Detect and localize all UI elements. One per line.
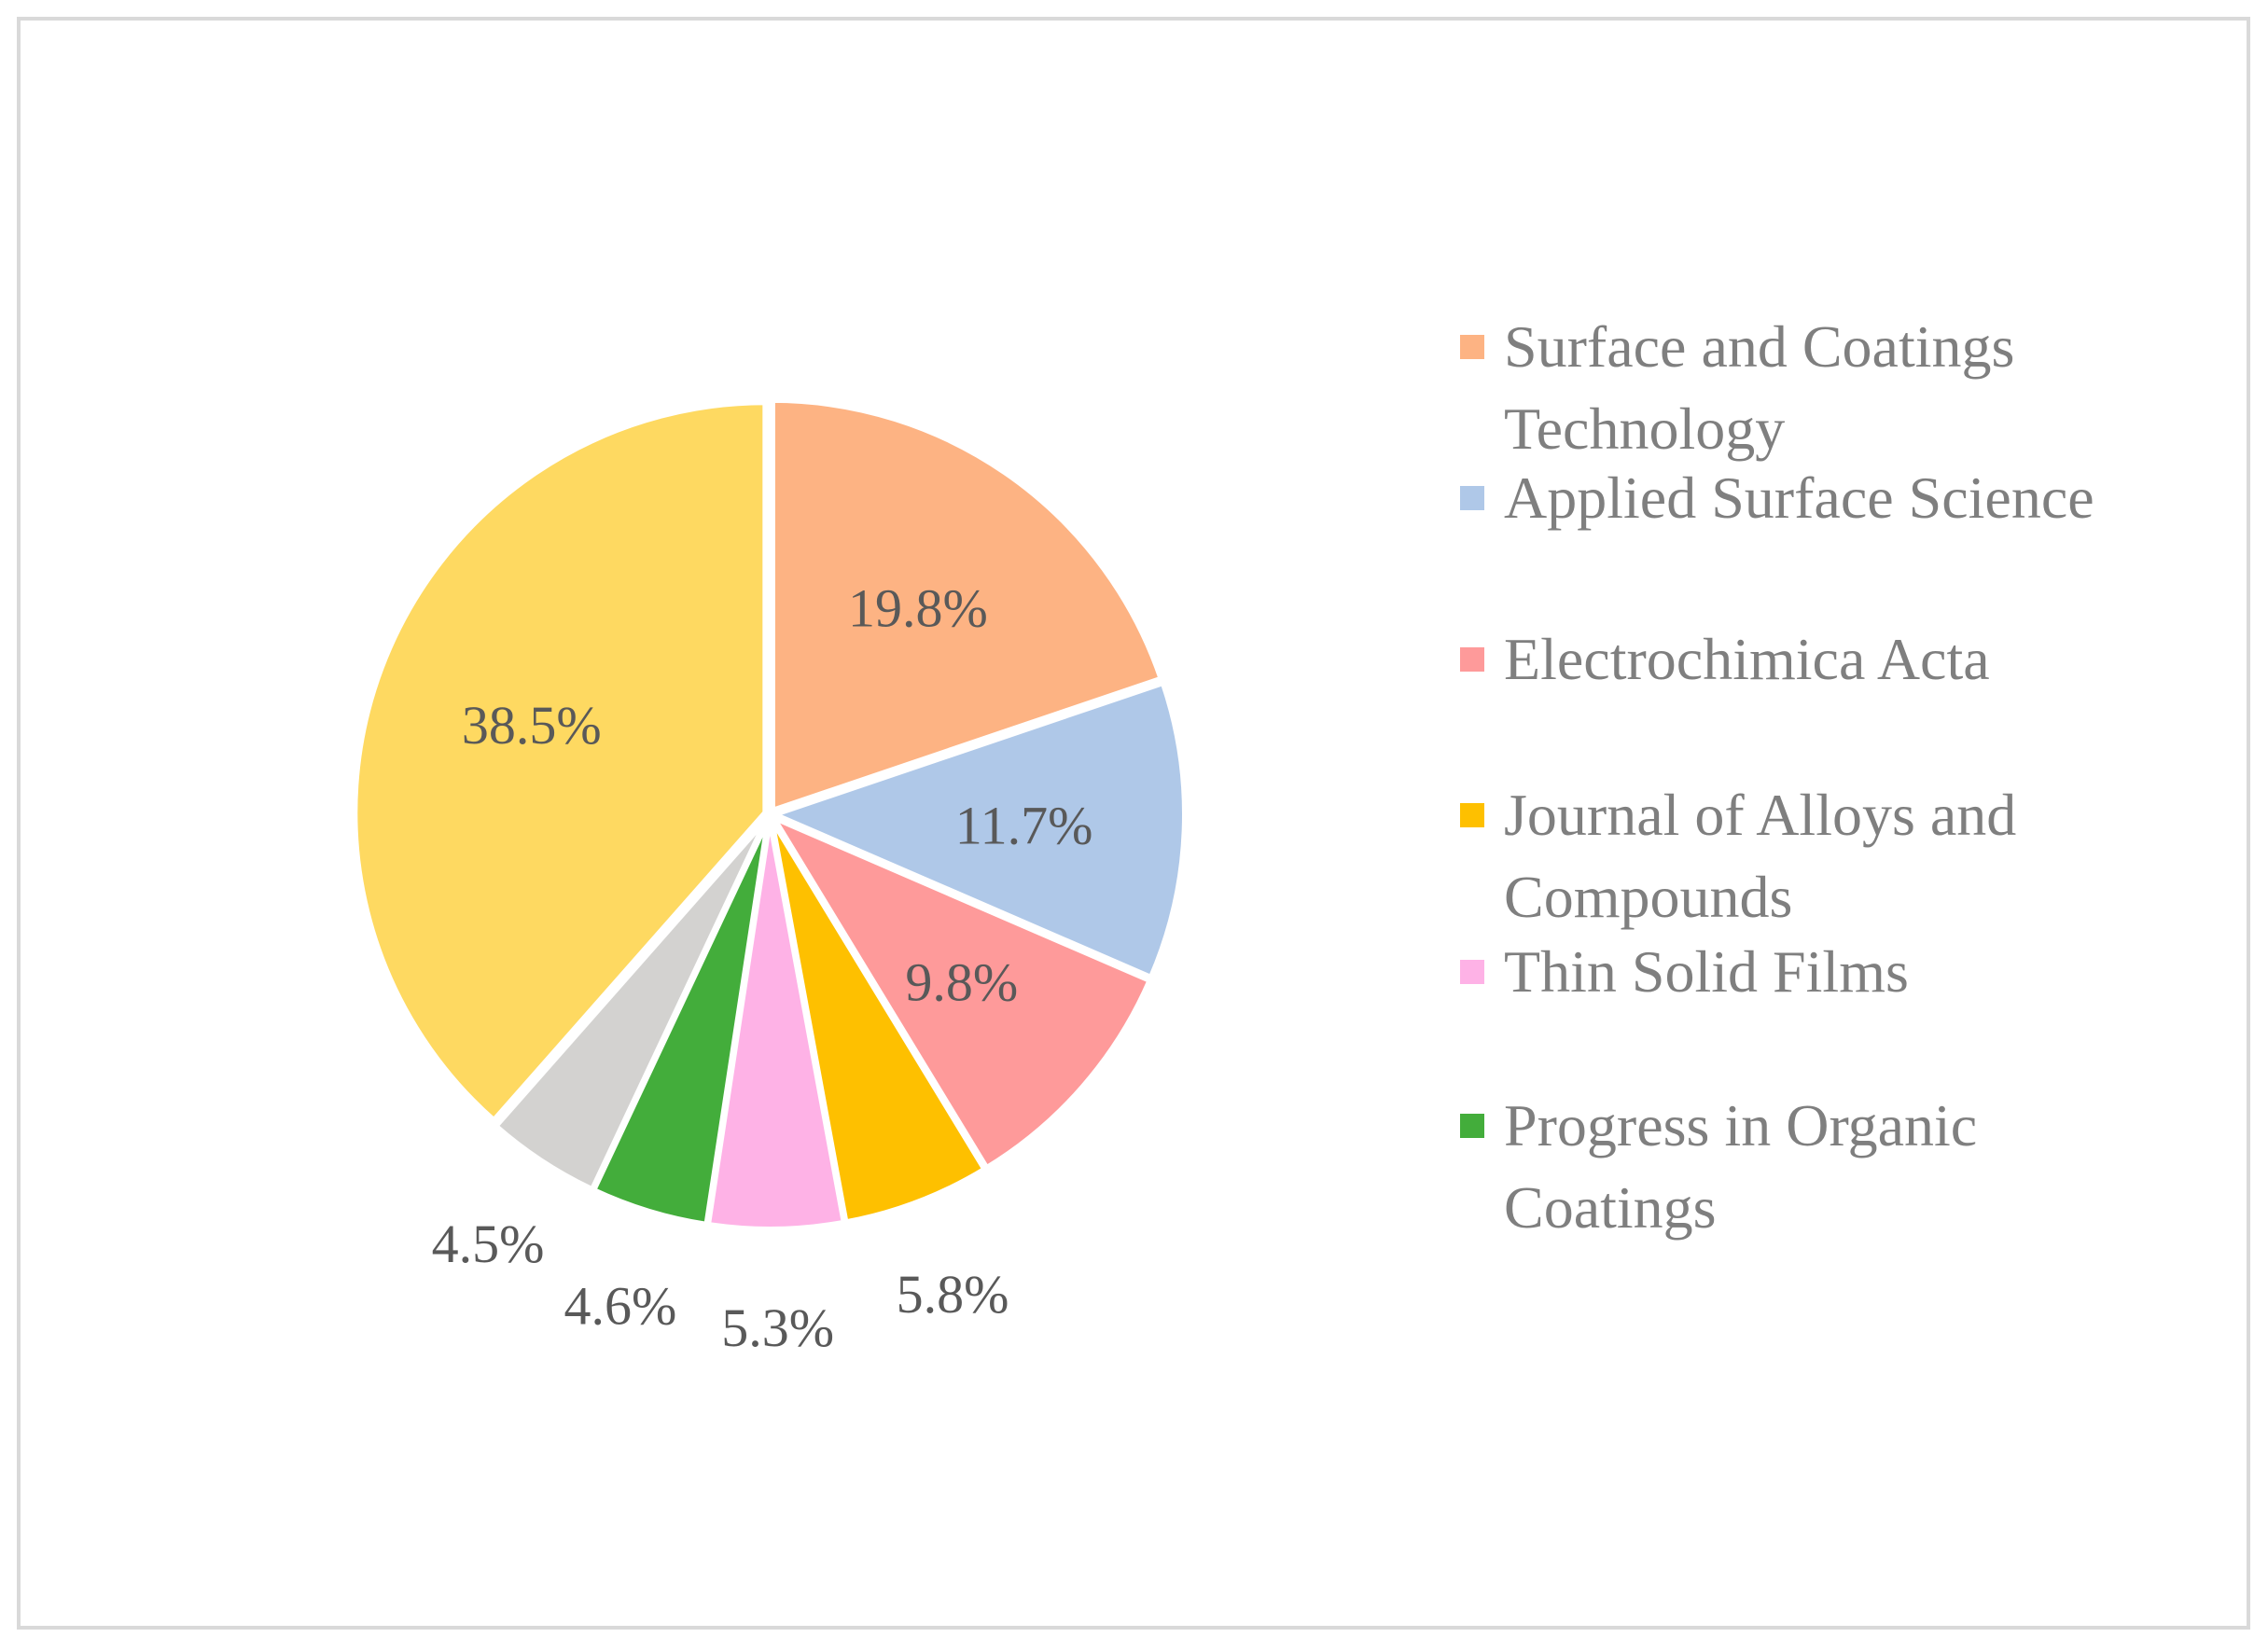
data-label-progress-in-organic-coatings: 4.6% bbox=[564, 1275, 677, 1336]
legend-label: Technology bbox=[1504, 395, 1785, 462]
pie-slice-electrochimica-acta bbox=[770, 814, 1153, 1172]
legend-label: Coatings bbox=[1504, 1174, 1717, 1241]
pie-slice-other bbox=[352, 399, 769, 1124]
pie-slices bbox=[352, 396, 1188, 1233]
legend-swatch bbox=[1460, 335, 1484, 359]
legend-item-applied-surface-science: Applied Surface Science bbox=[1460, 465, 2094, 531]
legend-swatch bbox=[1460, 486, 1484, 510]
legend-item-progress-in-organic-coatings: Progress in Organic Coatings bbox=[1460, 1092, 1977, 1241]
legend-label: Electrochimica Acta bbox=[1504, 626, 1990, 692]
legend-swatch bbox=[1460, 647, 1484, 672]
legend-swatch bbox=[1460, 960, 1484, 984]
pie-slice-thin-solid-films bbox=[704, 815, 847, 1233]
pie-data-labels: 19.8% 11.7% 9.8% 5.8% 5.3% 4.6% 4.5% 38.5% bbox=[432, 578, 1093, 1359]
data-label-journal-of-alloys-and-compounds: 5.8% bbox=[897, 1264, 1009, 1325]
legend-item-journal-of-alloys-and-compounds: Journal of Alloys and Compounds bbox=[1460, 782, 2016, 930]
legend-label: Surface and Coatings bbox=[1504, 313, 2014, 380]
data-label-electrochimica-acta: 9.8% bbox=[905, 951, 1018, 1012]
legend-label: Applied Surface Science bbox=[1504, 465, 2094, 531]
legend-label: Progress in Organic bbox=[1504, 1092, 1977, 1158]
pie-slice-journal-of-alloys-and-compounds bbox=[768, 815, 988, 1226]
legend-item-thin-solid-films: Thin Solid Films bbox=[1460, 938, 1909, 1005]
legend-item-electrochimica-acta: Electrochimica Acta bbox=[1460, 626, 1990, 692]
pie-slice-applied-surface-science bbox=[771, 679, 1188, 980]
pie-slice-surface-and-coatings-technology bbox=[769, 396, 1164, 813]
legend-swatch bbox=[1460, 1114, 1484, 1138]
legend-label: Compounds bbox=[1504, 864, 1792, 930]
pie-slice-other bbox=[493, 815, 771, 1193]
data-label-other: 38.5% bbox=[462, 695, 602, 756]
legend-label: Journal of Alloys and bbox=[1504, 782, 2016, 848]
data-label-surface-and-coatings-technology: 19.8% bbox=[848, 578, 988, 639]
data-label-other: 4.5% bbox=[432, 1214, 545, 1274]
data-label-thin-solid-films: 5.3% bbox=[721, 1297, 834, 1358]
legend-item-surface-and-coatings-technology: Surface and Coatings Technology bbox=[1460, 313, 2014, 462]
data-label-applied-surface-science: 11.7% bbox=[955, 795, 1093, 855]
legend-swatch bbox=[1460, 803, 1484, 827]
legend-label: Thin Solid Films bbox=[1504, 938, 1909, 1005]
